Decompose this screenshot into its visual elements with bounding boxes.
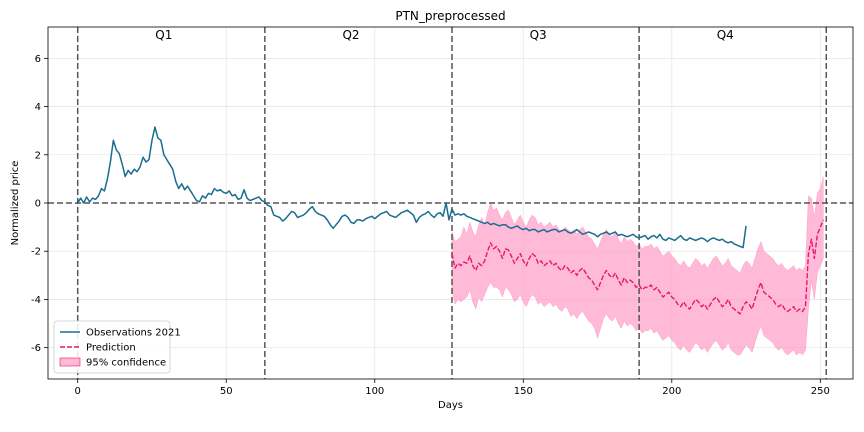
- axis-ticks: 0 50 100 150 200 250 -6 -4 -2 0 2 4 6: [31, 54, 830, 397]
- x-tick-label: 100: [365, 386, 384, 397]
- series-layer: [77, 126, 824, 315]
- legend-entry-label: Observations 2021: [86, 328, 181, 339]
- observations-line: [77, 126, 747, 249]
- y-tick-label: -2: [31, 247, 41, 258]
- y-tick-label: 2: [35, 150, 41, 161]
- chart-title: PTN_preprocessed: [395, 9, 505, 23]
- legend-entry-label: Prediction: [86, 343, 136, 354]
- x-axis-label: Days: [438, 400, 463, 411]
- y-tick-label: 0: [35, 199, 41, 210]
- legend-swatch-confidence: [59, 357, 81, 367]
- confidence-band: [451, 176, 824, 356]
- confidence-band-layer: [451, 176, 824, 356]
- x-tick-label: 50: [220, 386, 233, 397]
- reference-lines: [48, 27, 853, 379]
- legend: Observations 2021 Prediction 95% confidenc…: [53, 320, 181, 374]
- y-axis-label: Normalized price: [10, 161, 21, 246]
- y-tick-label: 6: [35, 54, 41, 65]
- quarter-label: Q2: [342, 28, 359, 42]
- x-tick-label: 150: [514, 386, 533, 397]
- x-tick-label: 0: [75, 386, 81, 397]
- x-tick-label: 250: [811, 386, 830, 397]
- legend-entry-label: 95% confidence: [86, 358, 166, 369]
- legend-box: [53, 320, 171, 374]
- quarter-label: Q4: [717, 28, 734, 42]
- y-tick-label: -4: [31, 295, 41, 306]
- quarter-label: Q1: [155, 28, 172, 42]
- y-tick-label: 4: [35, 102, 41, 113]
- x-tick-label: 200: [662, 386, 681, 397]
- quarter-label: Q3: [530, 28, 547, 42]
- y-tick-label: -6: [31, 343, 41, 354]
- quarter-labels: Q1 Q2 Q3 Q4: [155, 28, 734, 42]
- prediction-line: [451, 219, 824, 315]
